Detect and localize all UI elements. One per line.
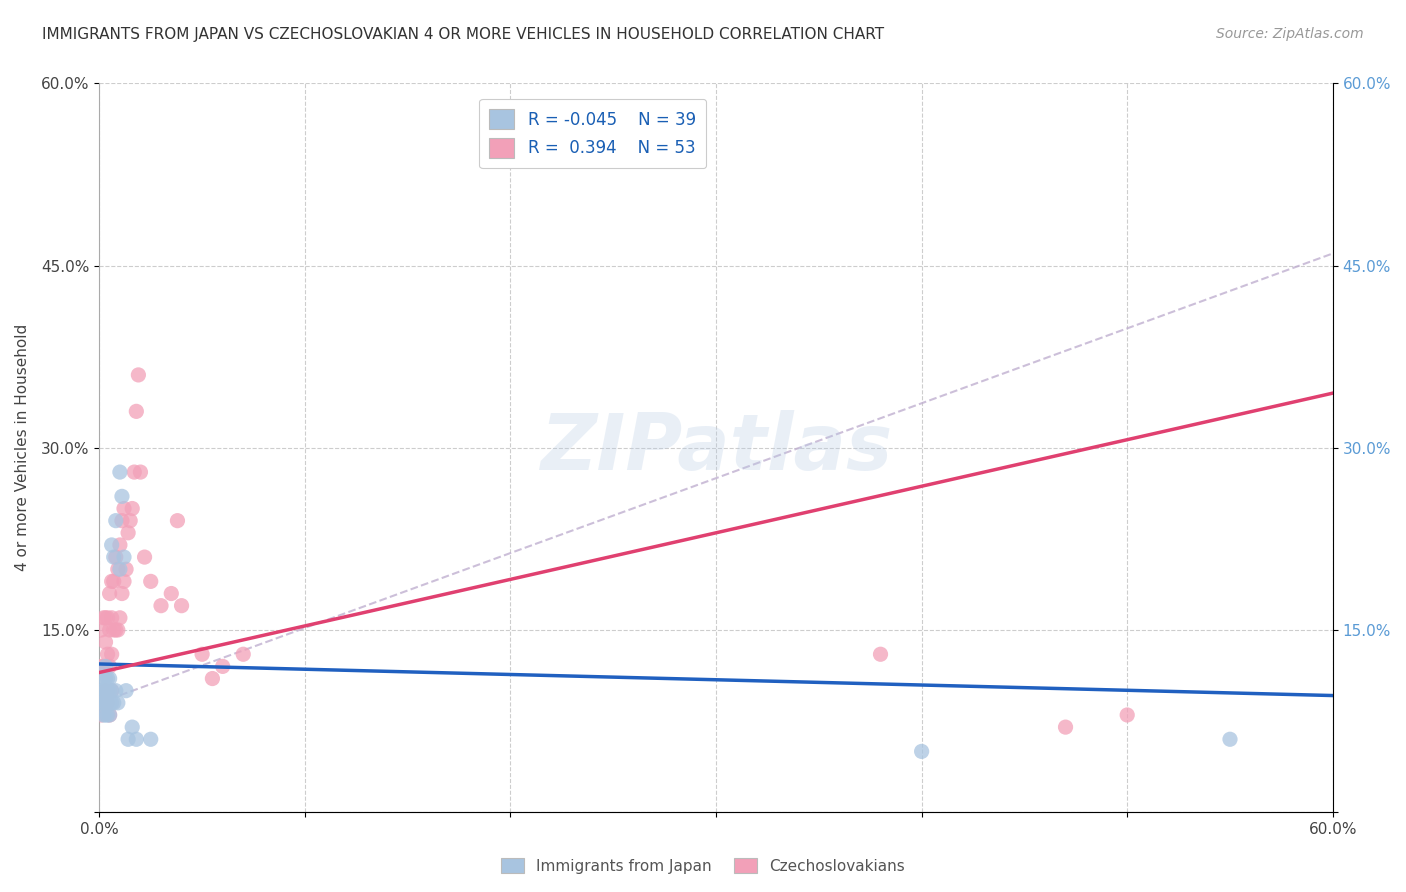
Point <box>94 683 117 698</box>
Point <box>93 659 115 673</box>
Point <box>96 696 118 710</box>
Point <box>1054 720 1077 734</box>
Point <box>112 550 135 565</box>
Point <box>910 744 932 758</box>
Point <box>94 611 117 625</box>
Point <box>90 623 112 637</box>
Point <box>112 574 135 589</box>
Point <box>107 696 129 710</box>
Point <box>124 465 146 479</box>
Point <box>90 696 112 710</box>
Point <box>93 672 115 686</box>
Point <box>108 562 131 576</box>
Point <box>96 647 118 661</box>
Point <box>104 623 127 637</box>
Point <box>98 659 121 673</box>
Point <box>98 696 121 710</box>
Point <box>103 623 125 637</box>
Point <box>93 708 115 723</box>
Point <box>232 647 254 661</box>
Point <box>211 659 233 673</box>
Point <box>100 538 122 552</box>
Point <box>96 611 118 625</box>
Legend: Immigrants from Japan, Czechoslovakians: Immigrants from Japan, Czechoslovakians <box>495 852 911 880</box>
Text: IMMIGRANTS FROM JAPAN VS CZECHOSLOVAKIAN 4 OR MORE VEHICLES IN HOUSEHOLD CORRELA: IMMIGRANTS FROM JAPAN VS CZECHOSLOVAKIAN… <box>42 27 884 42</box>
Point <box>93 611 115 625</box>
Point <box>93 696 115 710</box>
Point <box>104 683 127 698</box>
Point <box>104 514 127 528</box>
Point <box>115 683 138 698</box>
Point <box>129 465 152 479</box>
Point <box>107 562 129 576</box>
Point <box>121 501 143 516</box>
Point <box>98 672 121 686</box>
Text: ZIPatlas: ZIPatlas <box>540 409 893 486</box>
Point <box>127 368 149 382</box>
Point <box>104 550 127 565</box>
Point <box>94 659 117 673</box>
Point <box>111 586 134 600</box>
Point <box>111 489 134 503</box>
Point <box>90 683 112 698</box>
Point <box>94 635 117 649</box>
Point <box>90 708 112 723</box>
Text: Source: ZipAtlas.com: Source: ZipAtlas.com <box>1216 27 1364 41</box>
Point <box>90 659 112 673</box>
Point <box>117 732 139 747</box>
Point <box>112 501 135 516</box>
Point <box>103 574 125 589</box>
Point <box>94 683 117 698</box>
Point <box>201 672 224 686</box>
Point <box>98 683 121 698</box>
Point <box>98 586 121 600</box>
Point <box>115 562 138 576</box>
Point <box>117 525 139 540</box>
Point <box>166 514 188 528</box>
Point <box>100 647 122 661</box>
Point <box>96 696 118 710</box>
Point <box>100 696 122 710</box>
Point <box>93 683 115 698</box>
Point <box>869 647 891 661</box>
Point <box>108 465 131 479</box>
Point <box>1219 732 1241 747</box>
Point <box>150 599 173 613</box>
Point <box>120 514 142 528</box>
Point <box>96 683 118 698</box>
Point <box>100 683 122 698</box>
Point <box>98 708 121 723</box>
Legend: R = -0.045    N = 39, R =  0.394    N = 53: R = -0.045 N = 39, R = 0.394 N = 53 <box>479 99 706 168</box>
Point <box>111 514 134 528</box>
Point <box>100 611 122 625</box>
Point <box>125 732 148 747</box>
Point <box>108 611 131 625</box>
Point <box>1116 708 1139 723</box>
Point <box>100 574 122 589</box>
Point <box>160 586 183 600</box>
Point <box>139 732 162 747</box>
Point <box>103 550 125 565</box>
Point <box>96 696 118 710</box>
Y-axis label: 4 or more Vehicles in Household: 4 or more Vehicles in Household <box>15 324 30 572</box>
Point <box>107 623 129 637</box>
Point <box>94 708 117 723</box>
Point <box>98 708 121 723</box>
Point <box>108 538 131 552</box>
Point <box>125 404 148 418</box>
Point <box>191 647 214 661</box>
Point <box>100 683 122 698</box>
Point <box>94 696 117 710</box>
Point <box>121 720 143 734</box>
Point <box>94 672 117 686</box>
Point <box>93 696 115 710</box>
Point <box>96 672 118 686</box>
Point <box>98 623 121 637</box>
Point <box>96 708 118 723</box>
Point <box>139 574 162 589</box>
Point <box>134 550 156 565</box>
Point <box>170 599 193 613</box>
Point <box>103 696 125 710</box>
